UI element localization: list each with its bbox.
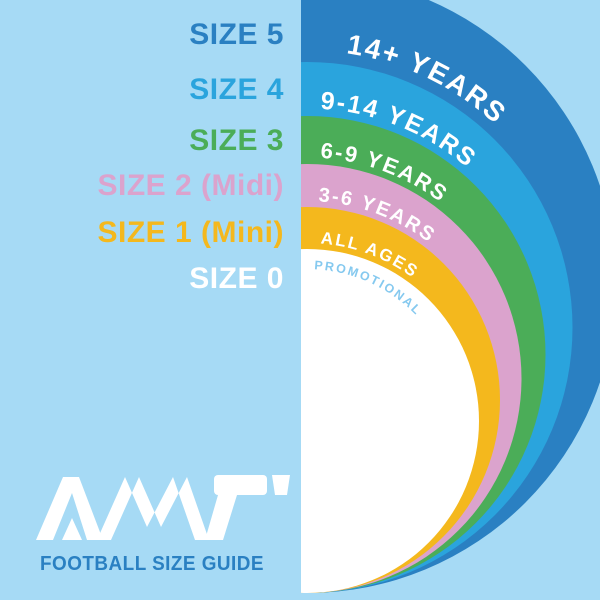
- size-label-size1: SIZE 1 (Mini): [98, 216, 285, 249]
- logo-letter-m: [97, 477, 209, 540]
- ring-size0: [301, 249, 479, 593]
- size-label-size4: SIZE 4: [189, 73, 284, 106]
- size-label-size5: SIZE 5: [189, 18, 284, 51]
- logo-letter-t-bar: [214, 475, 267, 495]
- size-label-size3: SIZE 3: [189, 124, 284, 157]
- logo-letter-a-inner-triangle: [62, 518, 82, 540]
- football-size-guide-title: FOOTBALL SIZE GUIDE: [40, 553, 264, 575]
- logo-letter-t-cut: [272, 475, 290, 495]
- size-label-size2: SIZE 2 (Midi): [98, 169, 285, 202]
- logo-letter-a: [36, 477, 103, 540]
- amt-logo: [36, 475, 290, 540]
- size-label-size0: SIZE 0: [189, 262, 284, 295]
- logo-letter-t-stem: [205, 495, 237, 540]
